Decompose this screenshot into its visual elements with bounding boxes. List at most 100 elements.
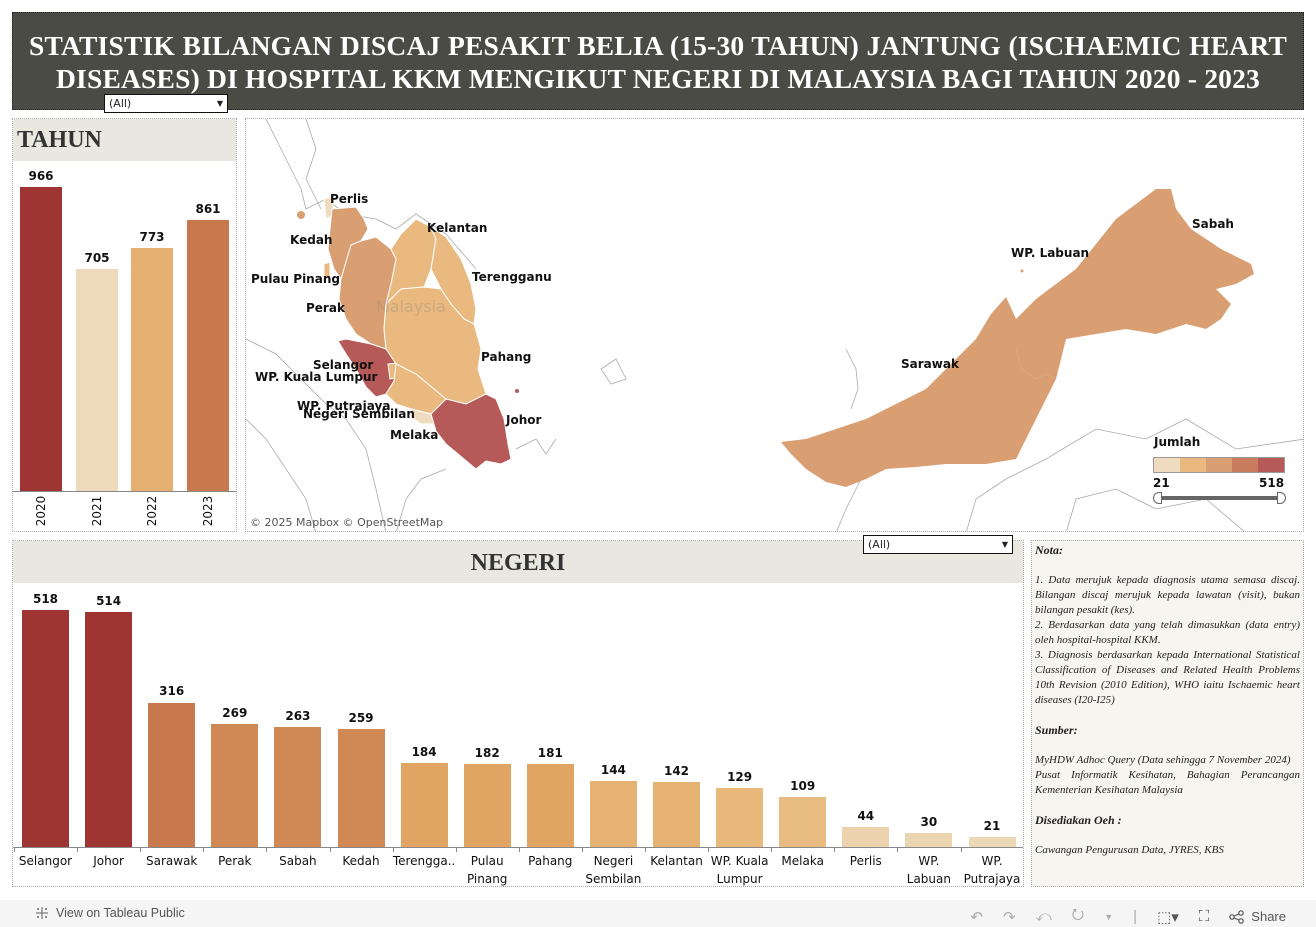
negeri-axis-label: Selangor [18,854,73,868]
negeri-bar-value: 44 [857,808,875,823]
negeri-bar[interactable] [274,726,322,847]
legend-swatch [1232,458,1258,472]
view-on-tableau-link[interactable]: View on Tableau Public [34,905,185,921]
axis-tick [708,847,710,852]
negeri-bar[interactable] [842,826,890,847]
negeri-filter-value: (All) [868,538,891,551]
tahun-bar-chart: 966 705 773 861 [13,161,236,491]
nota-item-2: 2. Berdasarkan data yang telah dimasukka… [1035,619,1300,646]
map-label-terengganu: Terengganu [472,270,552,284]
redo-icon[interactable]: ↷ [1002,908,1016,926]
sumber-heading: Sumber: [1035,723,1078,737]
slider-handle-min[interactable] [1153,492,1162,504]
legend-swatch [1154,458,1180,472]
tahun-bar[interactable] [187,220,229,491]
negeri-axis-label: Pahang [528,854,573,868]
axis-tick [392,847,394,852]
tahun-axis-label: 2020 [34,495,48,527]
map-label-melaka: Melaka [390,428,439,442]
share-icon [1229,909,1245,924]
negeri-bar[interactable] [22,610,69,847]
undo-icon[interactable]: ↶ [970,908,983,926]
map-label-pahang: Pahang [481,350,532,364]
negeri-bar[interactable] [463,763,511,847]
share-label: Share [1251,909,1286,924]
revert-icon[interactable]: ⤺ [1035,908,1052,925]
tahun-axis-label: 2021 [90,495,104,527]
tahun-filter-dropdown[interactable]: (All) ▼ [104,94,228,113]
tahun-bar-value: 705 [84,251,110,266]
tahun-filter-value: (All) [109,97,132,110]
fullscreen-icon[interactable]: ⛶ [1198,908,1210,925]
tableau-logo-icon [36,907,48,919]
notes-panel: Nota: 1. Data merujuk kepada diagnosis u… [1031,540,1304,887]
negeri-bar-value: 109 [790,779,816,794]
axis-tick [455,847,457,852]
negeri-bar-value: 182 [474,745,500,760]
tahun-bar-value: 966 [28,169,54,184]
negeri-bar-value: 518 [32,592,59,607]
negeri-axis-label: Sabah [279,854,317,868]
negeri-bar[interactable] [653,782,700,847]
legend-swatch [1258,458,1284,472]
negeri-bar[interactable] [400,762,448,847]
negeri-bar-value: 316 [159,684,185,699]
legend-swatch [1206,458,1232,472]
legend-min: 21 [1153,476,1170,490]
map-label-putrajaya: WP. Putrajaya [297,399,391,413]
negeri-bar[interactable] [779,797,827,847]
axis-tick [329,847,331,852]
axis-tick [266,847,268,852]
axis-tick [834,847,836,852]
download-icon[interactable]: ⬚▾ [1157,908,1179,926]
negeri-bar-chart: 518 514 316 269 263 259 184 182 181 144 142 129 109 4… [13,583,1023,847]
chevron-down-icon: ▼ [1001,540,1008,549]
negeri-bar[interactable] [148,702,196,847]
slider-handle-max[interactable] [1277,492,1286,504]
disediakan-heading: Disediakan Oeh : [1035,813,1122,827]
map-label-sabah: Sabah [1192,217,1234,231]
share-button[interactable]: Share [1229,909,1286,924]
negeri-bar-value: 263 [285,708,311,723]
axis-tick [518,847,520,852]
negeri-filter-dropdown[interactable]: (All) ▼ [863,535,1013,554]
divider: | [1133,908,1138,925]
sumber-item-1: MyHDW Adhoc Query (Data sehingga 7 Novem… [1035,754,1291,766]
map-attribution[interactable]: © 2025 Mapbox © OpenStreetMap [250,516,444,529]
nota-heading: Nota: [1035,543,1063,557]
negeri-bar[interactable] [905,833,953,847]
negeri-bar-value: 269 [222,705,248,720]
negeri-bar[interactable] [589,781,637,847]
map-label-selangor: Selangor [313,358,374,372]
negeri-axis-label: Melaka [781,854,824,868]
negeri-bar[interactable] [85,611,133,847]
tahun-bar-value: 773 [139,230,165,245]
negeri-bar[interactable] [211,724,259,847]
tahun-bar[interactable] [20,187,62,491]
negeri-axis-label: Pulau Pinang [466,854,508,886]
map-label-negeri-sembilan: Negeri Sembilan [303,407,415,421]
negeri-bar-value: 142 [663,764,690,779]
legend-color-ramp [1153,457,1285,473]
legend-range-slider[interactable] [1160,496,1280,500]
malaysia-map[interactable]: Perlis Kedah Kelantan Pulau Pinang Teren… [245,118,1304,532]
legend-swatch [1180,458,1206,472]
negeri-header: NEGERI [13,541,1023,583]
negeri-bar[interactable] [716,788,764,847]
tahun-bar[interactable] [76,269,118,491]
tahun-chart-panel: TAHUN 966 705 773 861 2020 2021 2022 2023 [12,118,237,532]
tahun-bar[interactable] [131,248,173,491]
axis-tick [14,847,15,852]
axis-tick [203,847,205,852]
negeri-axis-label: Negeri Sembilan [585,854,642,886]
refresh-icon[interactable]: ⭮ [1071,906,1085,923]
negeri-x-axis [13,847,1023,848]
sumber-item-2: Pusat Informatik Kesihatan, Bahagian Per… [1035,769,1300,796]
map-canvas[interactable] [246,119,1304,532]
negeri-bar[interactable] [968,837,1016,847]
refresh-dropdown-icon[interactable]: ▼ [1104,911,1114,922]
negeri-bar[interactable] [337,728,385,847]
map-label-perak: Perak [306,301,345,315]
negeri-bar[interactable] [526,764,574,847]
negeri-axis-label: WP. Putrajaya [963,854,1021,886]
